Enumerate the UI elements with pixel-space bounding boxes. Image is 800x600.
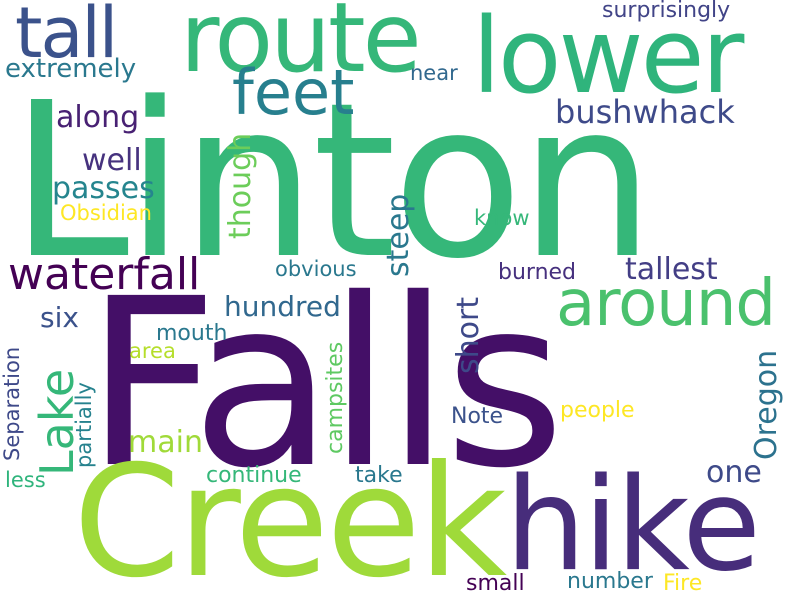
word-number: number <box>567 569 653 594</box>
word-route: route <box>180 0 422 94</box>
word-one: one <box>706 455 762 490</box>
word-along: along <box>56 100 140 135</box>
word-passes: passes <box>52 171 155 206</box>
word-take: take <box>355 463 403 488</box>
word-small: small <box>466 571 525 596</box>
word-hundred: hundred <box>224 290 341 323</box>
word-feet: feet <box>232 56 355 129</box>
word-creek: Creek <box>73 433 507 600</box>
word-partially: partially <box>72 382 96 468</box>
word-continue: continue <box>206 463 302 488</box>
word-waterfall: waterfall <box>8 249 201 300</box>
word-steep: steep <box>381 193 416 277</box>
word-fire: Fire <box>663 571 703 596</box>
word-hike: hike <box>505 451 761 600</box>
word-surprisingly: surprisingly <box>602 0 731 23</box>
word-burned: burned <box>498 260 577 285</box>
word-well: well <box>82 143 142 178</box>
word-near: near <box>410 61 458 85</box>
word-bushwhack: bushwhack <box>555 93 735 131</box>
word-oregon: Oregon <box>749 349 784 460</box>
word-though: though <box>223 132 258 239</box>
word-main: main <box>128 425 203 460</box>
word-linton: Linton <box>10 57 655 306</box>
word-tallest: tallest <box>625 252 718 287</box>
word-obsidian: Obsidian <box>60 201 152 225</box>
word-falls: Falls <box>85 249 565 519</box>
word-campsites: campsites <box>323 341 348 454</box>
word-tall: tall <box>15 0 118 74</box>
word-around: around <box>556 267 776 341</box>
word-extremely: extremely <box>5 54 137 84</box>
word-area: area <box>129 339 176 363</box>
word-obvious: obvious <box>275 257 357 281</box>
word-mouth: mouth <box>156 321 228 346</box>
word-people: people <box>560 398 635 423</box>
word-less: less <box>5 468 46 492</box>
word-lower: lower <box>472 0 744 117</box>
word-six: six <box>40 301 79 334</box>
word-short: short <box>451 296 486 374</box>
word-separation: Separation <box>0 346 24 461</box>
word-know: know <box>474 206 530 230</box>
word-note: Note <box>451 404 504 429</box>
